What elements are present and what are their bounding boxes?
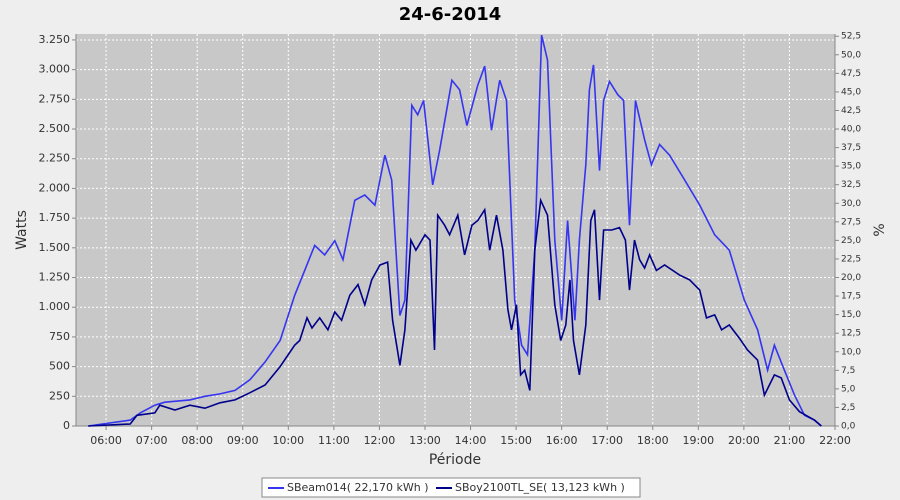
y-axis-label: Watts (14, 210, 30, 250)
x-tick-label: 09:00 (227, 434, 259, 447)
y-tick-label: 2.750 (39, 92, 71, 105)
y2-tick-label: 17,5 (841, 292, 861, 302)
y-tick-label: 2.000 (39, 181, 71, 194)
x-tick-label: 22:00 (819, 434, 851, 447)
y2-axis-label: % (872, 223, 888, 236)
y2-tick-label: 5,0 (841, 384, 856, 394)
x-tick-label: 13:00 (409, 434, 441, 447)
x-tick-label: 08:00 (181, 434, 213, 447)
y-tick-label: 3.250 (39, 33, 71, 46)
y2-tick-label: 22,5 (841, 254, 861, 264)
x-tick-label: 14:00 (455, 434, 487, 447)
y2-tick-label: 42,5 (841, 106, 861, 116)
x-tick-label: 15:00 (500, 434, 532, 447)
y2-tick-label: 35,0 (841, 162, 861, 172)
y2-tick-label: 30,0 (841, 199, 861, 209)
x-tick-label: 20:00 (728, 434, 760, 447)
y2-tick-label: 37,5 (841, 143, 861, 153)
y2-tick-label: 47,5 (841, 69, 861, 79)
x-axis-label: Période (429, 452, 481, 468)
y2-tick-label: 40,0 (841, 125, 861, 135)
y2-tick-label: 2,5 (841, 403, 855, 413)
x-tick-label: 19:00 (682, 434, 714, 447)
y2-tick-label: 32,5 (841, 180, 861, 190)
y-tick-label: 1.500 (39, 241, 71, 254)
y-tick-label: 0 (63, 419, 70, 432)
legend-label: SBeam014( 22,170 kWh ) (287, 481, 429, 494)
plot-area (76, 34, 835, 426)
x-tick-label: 06:00 (90, 434, 122, 447)
y-tick-label: 250 (49, 389, 70, 402)
x-tick-label: 18:00 (637, 434, 669, 447)
x-tick-label: 11:00 (318, 434, 350, 447)
y2-tick-label: 15,0 (841, 310, 861, 320)
y-tick-label: 1.250 (39, 271, 71, 284)
x-tick-label: 07:00 (136, 434, 168, 447)
y-tick-label: 3.000 (39, 63, 71, 76)
y2-tick-label: 0,0 (841, 422, 856, 432)
y2-tick-label: 27,5 (841, 217, 861, 227)
legend-label: SBoy2100TL_SE( 13,123 kWh ) (455, 481, 625, 494)
series-line (88, 35, 822, 427)
x-tick-label: 12:00 (364, 434, 396, 447)
chart-title: 24-6-2014 (399, 4, 502, 25)
y-tick-label: 2.500 (39, 122, 71, 135)
x-tick-label: 10:00 (272, 434, 304, 447)
y2-tick-label: 52,5 (841, 32, 861, 42)
y-tick-label: 750 (49, 330, 70, 343)
x-tick-label: 16:00 (546, 434, 578, 447)
series-line (88, 197, 822, 427)
y2-tick-label: 10,0 (841, 347, 861, 357)
y2-tick-label: 7,5 (841, 366, 855, 376)
y2-tick-label: 20,0 (841, 273, 861, 283)
y2-tick-label: 25,0 (841, 236, 861, 246)
y-tick-label: 1.000 (39, 300, 71, 313)
x-tick-label: 21:00 (774, 434, 806, 447)
y-tick-label: 1.750 (39, 211, 71, 224)
y-tick-label: 500 (49, 360, 70, 373)
y-tick-label: 2.250 (39, 152, 71, 165)
y2-tick-label: 45,0 (841, 87, 861, 97)
y2-tick-label: 50,0 (841, 50, 861, 60)
y2-tick-label: 12,5 (841, 329, 861, 339)
x-tick-label: 17:00 (591, 434, 623, 447)
